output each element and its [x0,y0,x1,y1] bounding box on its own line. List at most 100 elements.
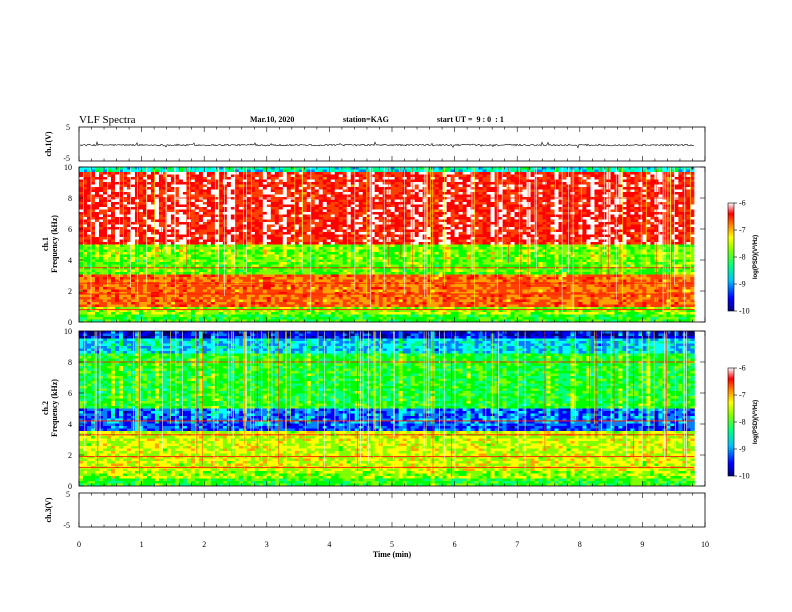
ch1-spectrogram-cell [474,217,479,220]
ch1-spectrogram-cell [578,222,583,225]
ch1-spectrogram-cell [414,182,420,185]
ch1-spectrogram-cell [590,209,595,213]
ch1-spectrogram-cell [382,239,388,243]
ch1-spectrogram-cell [150,192,156,195]
ch1-spectrogram-cell [234,244,240,248]
ch1-spectrogram-cell [110,212,116,215]
ch1-spectrogram-cell [186,244,192,248]
ch1-spectrogram-cell [418,237,424,240]
ch1-spectrogram-cell [574,182,579,185]
ch1-spectrogram-cell [170,174,176,178]
ch1-spectrogram-cell [162,232,168,235]
ch1-spectrogram-cell [294,189,300,193]
ch1-spectrogram-cell [482,202,487,205]
ch1-spectrogram-cell [142,229,148,233]
ch1-spectrogram-cell [166,192,172,195]
ch1-spectrogram-cell [402,207,408,210]
ch1-spectrogram-cell [498,244,503,248]
ch1-spectrogram-cell [98,224,104,228]
ch1-spectrogram-cell [298,234,304,238]
ch1-spectrogram-cell [270,237,276,240]
ch1-spectrogram-cell [162,242,168,245]
ch1-spectrogram-cell [118,244,124,248]
ch1-spectrogram-cell [458,212,463,215]
ch1-spectrogram-cell [106,224,112,228]
ch1-spectrogram-cell [490,239,495,243]
ch1-spectrogram-cell [298,189,304,193]
ch1-spectrogram-cell [446,172,452,175]
ch1-spectrogram-cell [83,169,88,173]
ch1-spectrogram-cell [550,187,555,190]
ch1-spectrogram-cell [110,237,116,240]
ch1-spectrogram-cell [574,194,579,198]
ch1-spectrogram-cell [298,212,304,215]
ch1-spectrogram-cell [118,169,124,173]
ch1-spectrogram-cell [586,174,591,178]
ch1-spectrogram-cell [514,182,519,185]
ch1-spectrogram-cell [474,234,479,238]
ch1-spectrogram-cell [130,207,136,210]
ch1-spectrogram-cell [610,229,615,233]
ch1-spectrogram-cell [666,239,671,243]
ch1-spectrogram-cell [270,207,276,210]
ch1-spectrogram-cell [582,222,587,225]
ch1-spectrogram-cell [574,169,579,173]
ch1-ytick-top: 5 [66,123,70,132]
ch1-spectrogram-cell [370,242,376,245]
ch1-spectrogram-cell [102,169,108,173]
ch1-spectrogram-cell [570,194,575,198]
ch1-spectrogram-cell [646,182,651,185]
ch1-spectrogram-cell [294,217,300,220]
ch1-spectrogram-cell [274,219,280,223]
ch1-spectrogram-cell [678,192,683,195]
ch1-spectrogram-cell [586,229,591,233]
ch1-spectrogram-cell [270,174,276,178]
ch1-spectrogram-cell [310,202,316,205]
ch1-spectrogram-cell [338,169,344,173]
ch1-spectrogram-cell [414,239,420,243]
ch1-spectrogram-cell [198,217,204,220]
ch1-spectrogram-cell [674,224,679,228]
ch1-spectrogram-cell [126,179,132,183]
ch1-spectrogram-cell [334,222,340,225]
ch1-spectrogram-cell [182,229,188,233]
ch1-spectrogram-cell [638,182,643,185]
ch1-spectrogram-cell [298,182,304,185]
ch1-spectrogram-cell [674,212,679,215]
ch1-spectrogram-cell [270,192,276,195]
ch1-spectrogram-cell [250,224,256,228]
ch1-spectrogram-cell [142,207,148,210]
ch1-spectrogram-cell [658,239,663,243]
ch1-spectrogram-cell [262,207,268,210]
ch1-spectrogram-cell [142,177,148,180]
ch1-spectrogram-cell [622,192,627,195]
ch1-spectrogram-cell [298,244,304,248]
ch1-spectrogram-cell [306,179,312,183]
ch1-spectrogram-cell [494,182,499,185]
ch1-spectrogram-cell [466,222,471,225]
ch1-spectrogram-cell [438,192,444,195]
ch1-spectrogram-cell [306,209,312,213]
ch1-spectrogram-cell [462,229,467,233]
ch1-spectrogram-cell [318,172,324,175]
ch1-spectrogram-cell [434,184,440,188]
ch1-spectrogram-cell [234,177,240,180]
ch1-spectrogram-cell [686,169,691,173]
ch1-spectrogram-cell [210,217,216,220]
ch1-spectrogram-cell [322,184,328,188]
ch1-spectrogram-cell [218,184,224,188]
ch1-spectrogram-cell [210,242,216,245]
ch1-spectrogram-cell [610,214,615,218]
ch1-spectrogram-cell [306,234,312,238]
ch1-spectrogram-cell [554,192,559,195]
ch1-spectrogram-cell [586,242,591,245]
ch1-spectrogram-cell [83,202,88,205]
ch1-spectrogram-cell [222,184,228,188]
ch1-spectrogram-cell [242,192,248,195]
ch1-spectrogram-cell [234,189,240,193]
ch1-spectrogram-cell [562,184,567,188]
ch1-spectrogram-cell [594,184,599,188]
ch1-spectrogram-cell [106,184,112,188]
ch1-spectrogram-cell [122,234,128,238]
ch1-spectrogram-cell [170,177,176,180]
